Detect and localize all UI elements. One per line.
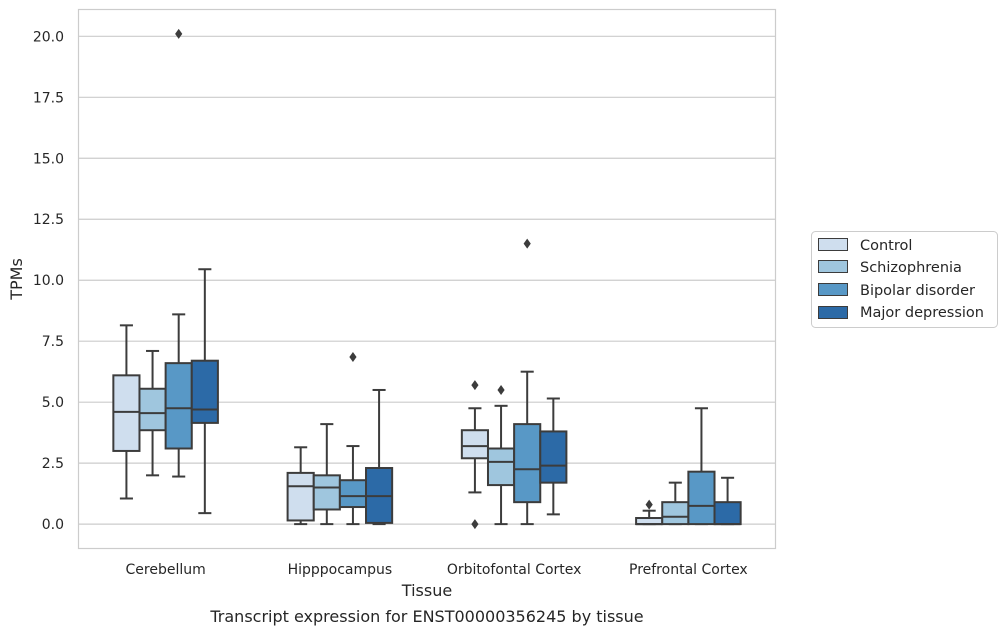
chart-caption: Transcript expression for ENST0000035624…: [209, 607, 643, 626]
box-schizophrenia-prefrontal-cortex: [661, 481, 690, 526]
y-tick-label: 12.5: [33, 212, 64, 228]
box-groups: [112, 28, 742, 530]
box-bipolar-disorder-hipppocampus: [338, 352, 368, 526]
box-schizophrenia-orbitofontal-cortex: [486, 384, 516, 526]
box-bipolar-disorder-orbitofontal-cortex: [513, 238, 542, 526]
legend: Control Schizophrenia Bipolar disorder M…: [811, 231, 998, 328]
legend-swatch-major-depression: [818, 306, 848, 319]
y-tick-label: 2.5: [42, 456, 64, 472]
box-control-cerebellum: [112, 324, 141, 500]
legend-label-schizophrenia: Schizophrenia: [860, 260, 962, 276]
plot-area-frame: [77, 8, 777, 550]
outlier-point: [349, 352, 357, 363]
legend-frame: [811, 231, 998, 328]
iqr-box: [190, 359, 219, 424]
y-tick-label: 10.0: [33, 273, 64, 289]
iqr-box: [713, 501, 742, 526]
legend-label-bipolar-disorder: Bipolar disorder: [860, 283, 975, 299]
box-schizophrenia-hipppocampus: [312, 423, 341, 526]
outlier-point: [523, 238, 531, 249]
legend-swatch-schizophrenia: [818, 260, 848, 273]
x-tick-label: Prefrontal Cortex: [629, 562, 748, 578]
iqr-box: [539, 430, 568, 484]
outlier-point: [645, 499, 653, 510]
legend-label-control: Control: [860, 238, 912, 254]
iqr-box: [661, 501, 690, 526]
iqr-box: [486, 447, 516, 487]
box-major-depression-orbitofontal-cortex: [539, 397, 568, 516]
outlier-point: [471, 380, 479, 391]
outlier-point: [497, 384, 505, 395]
box-control-hipppocampus: [286, 446, 315, 526]
iqr-box: [286, 471, 315, 522]
box-major-depression-cerebellum: [190, 268, 219, 515]
y-axis-title: TPMs: [7, 258, 26, 301]
outlier-point: [471, 519, 479, 530]
x-axis-title: Tissue: [401, 581, 452, 600]
iqr-box: [138, 387, 167, 432]
y-tick-label: 7.5: [42, 334, 64, 350]
x-tick-label: Hipppocampus: [288, 562, 393, 578]
iqr-box: [338, 479, 368, 509]
x-tick-label: Orbitofontal Cortex: [447, 562, 582, 578]
legend-label-major-depression: Major depression: [860, 305, 984, 321]
x-tick-labels: Cerebellum Hipppocampus Orbitofontal Corte…: [126, 562, 748, 578]
y-tick-label: 20.0: [33, 29, 64, 45]
outlier-point: [175, 28, 183, 39]
iqr-box: [164, 362, 193, 450]
iqr-box: [460, 429, 489, 460]
box-control-orbitofontal-cortex: [460, 380, 489, 530]
iqr-box: [112, 374, 141, 452]
box-major-depression-prefrontal-cortex: [713, 476, 742, 526]
box-bipolar-disorder-cerebellum: [164, 28, 193, 478]
box-major-depression-hipppocampus: [365, 388, 394, 526]
y-tick-label: 17.5: [33, 90, 64, 106]
legend-swatch-bipolar-disorder: [818, 283, 848, 296]
legend-swatch-control: [818, 238, 848, 251]
y-tick-label: 0.0: [42, 517, 64, 533]
y-tick-label: 5.0: [42, 395, 64, 411]
iqr-box: [513, 423, 542, 504]
y-tick-label: 15.0: [33, 151, 64, 167]
box-bipolar-disorder-prefrontal-cortex: [687, 407, 716, 526]
x-tick-label: Cerebellum: [126, 562, 206, 578]
iqr-box: [687, 470, 716, 526]
y-tick-labels: 0.0 2.5 5.0 7.5 10.0 12.5 15.0 17.5 20.0: [33, 29, 64, 533]
iqr-box: [312, 474, 341, 511]
